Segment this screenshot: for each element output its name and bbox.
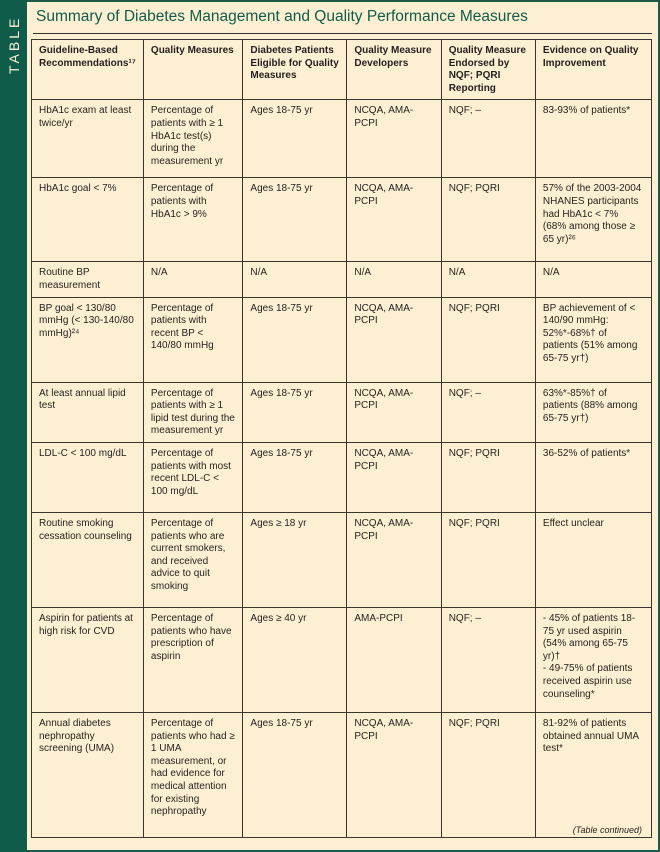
table-cell: N/A <box>440 261 536 298</box>
sidebar-label: TABLE <box>6 15 22 74</box>
table-row: Routine smoking cessation counseling Perc… <box>31 511 653 608</box>
table-cell: N/A <box>346 261 442 298</box>
table-row: Annual diabetes nephropathy screening (U… <box>31 711 653 838</box>
table-cell: NQF; PQRI <box>440 441 536 513</box>
table-cell: N/A <box>242 261 348 298</box>
table-cell: NCQA, AMA-PCPI <box>346 441 442 513</box>
table-sidebar: TABLE <box>0 0 27 852</box>
table-cell: NCQA, AMA-PCPI <box>346 711 442 838</box>
table-cell: Ages 18-75 yr <box>242 711 348 838</box>
column-header: Quality Measures <box>142 38 244 101</box>
table-cell: N/A <box>534 261 653 298</box>
table-cell: LDL-C < 100 mg/dL <box>31 441 144 513</box>
table-cell: BP achievement of < 140/90 mmHg: 52%*-68… <box>534 296 653 383</box>
table-cell: Percentage of patients who had ≥ 1 UMA m… <box>142 711 244 838</box>
table-cell: Percentage of patients with ≥ 1 HbA1c te… <box>142 99 244 179</box>
table-cell: NQF; – <box>440 99 536 179</box>
table-cell: 83-93% of patients* <box>534 99 653 179</box>
table-row: LDL-C < 100 mg/dL Percentage of patients … <box>31 441 653 513</box>
summary-table: Guideline-Based Recommendations¹⁷ Quality… <box>31 38 653 838</box>
table-cell: 57% of the 2003-2004 NHANES participants… <box>534 177 653 263</box>
table-cell: N/A <box>142 261 244 298</box>
table-cell: Percentage of patients with most recent … <box>142 441 244 513</box>
table-row: Aspirin for patients at high risk for CV… <box>31 606 653 713</box>
table-cell: Ages 18-75 yr <box>242 381 348 443</box>
table-cell: NQF; PQRI <box>440 511 536 608</box>
table-cell: AMA-PCPI <box>346 606 442 713</box>
table-row: HbA1c exam at least twice/yr Percentage o… <box>31 99 653 179</box>
table-cell: 81-92% of patients obtained annual UMA t… <box>534 711 653 838</box>
table-title: Summary of Diabetes Management and Quali… <box>36 8 528 25</box>
table-cell: HbA1c exam at least twice/yr <box>31 99 144 179</box>
table-cell: Effect unclear <box>534 511 653 608</box>
header-row: Guideline-Based Recommendations¹⁷ Quality… <box>31 38 653 101</box>
table-cell: Ages 18-75 yr <box>242 441 348 513</box>
table-row: BP goal < 130/80 mmHg (< 130-140/80 mmHg… <box>31 296 653 383</box>
title-rule <box>33 33 652 34</box>
table-continued-note: (Table continued) <box>572 825 642 835</box>
column-header: Guideline-Based Recommendations¹⁷ <box>31 38 144 101</box>
table-cell: Percentage of patients who have prescrip… <box>142 606 244 713</box>
table-cell: NQF; PQRI <box>440 177 536 263</box>
table-cell: - 45% of patients 18-75 yr used aspirin … <box>534 606 653 713</box>
table-cell: 36-52% of patients* <box>534 441 653 513</box>
table-cell: At least annual lipid test <box>31 381 144 443</box>
column-header: Evidence on Quality Improvement <box>534 38 653 101</box>
table-cell: Percentage of patients with recent BP < … <box>142 296 244 383</box>
table-cell: NQF; PQRI <box>440 711 536 838</box>
table-cell: NCQA, AMA-PCPI <box>346 381 442 443</box>
table-row: Routine BP measurement N/A N/A N/A N/A N/A <box>31 261 653 298</box>
table-cell: Ages ≥ 40 yr <box>242 606 348 713</box>
column-header: Quality Measure Endorsed by NQF; PQRI Re… <box>440 38 536 101</box>
table-cell: NCQA, AMA-PCPI <box>346 296 442 383</box>
table-cell: NCQA, AMA-PCPI <box>346 99 442 179</box>
table-cell: NQF; PQRI <box>440 296 536 383</box>
table-cell: NQF; – <box>440 606 536 713</box>
table-row: HbA1c goal < 7% Percentage of patients wi… <box>31 177 653 263</box>
table-cell: Ages 18-75 yr <box>242 99 348 179</box>
table-cell: Percentage of patients with HbA1c > 9% <box>142 177 244 263</box>
column-header: Diabetes Patients Eligible for Quality M… <box>242 38 348 101</box>
table-cell: NCQA, AMA-PCPI <box>346 511 442 608</box>
table-row: At least annual lipid test Percentage of … <box>31 381 653 443</box>
table-cell: Aspirin for patients at high risk for CV… <box>31 606 144 713</box>
table-cell: Percentage of patients with ≥ 1 lipid te… <box>142 381 244 443</box>
table-cell: Annual diabetes nephropathy screening (U… <box>31 711 144 838</box>
table-cell: HbA1c goal < 7% <box>31 177 144 263</box>
table-cell: Ages ≥ 18 yr <box>242 511 348 608</box>
table-cell: Routine smoking cessation counseling <box>31 511 144 608</box>
table-cell: Routine BP measurement <box>31 261 144 298</box>
table-cell: 63%*-85%† of patients (88% among 65-75 y… <box>534 381 653 443</box>
table-cell: BP goal < 130/80 mmHg (< 130-140/80 mmHg… <box>31 296 144 383</box>
table-cell: Ages 18-75 yr <box>242 177 348 263</box>
table-cell: NQF; – <box>440 381 536 443</box>
table-cell: NCQA, AMA-PCPI <box>346 177 442 263</box>
table-cell: Percentage of patients who are current s… <box>142 511 244 608</box>
table-cell: Ages 18-75 yr <box>242 296 348 383</box>
column-header: Quality Measure Developers <box>346 38 442 101</box>
